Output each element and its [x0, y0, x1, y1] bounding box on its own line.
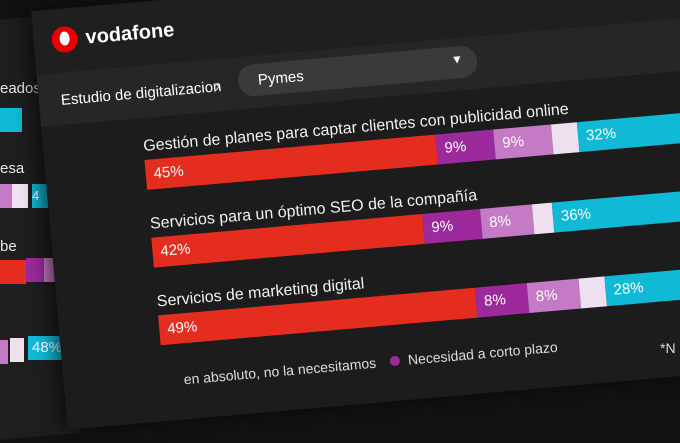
bg-bar	[0, 340, 8, 364]
bg-bar	[26, 258, 44, 282]
chart-legend: en absoluto, no la necesitamos Necesidad …	[183, 339, 558, 388]
dashboard-panel: vodafone Estudio de digitalizacion › Pym…	[31, 0, 680, 430]
chevron-down-icon: ▼	[450, 51, 464, 67]
bar-segment: 8%	[526, 278, 582, 314]
bg-bar	[10, 338, 24, 362]
footnote: *N	[660, 340, 676, 356]
bg-bar-value: 4	[32, 184, 48, 208]
bg-bar	[12, 184, 28, 208]
bg-bar	[0, 108, 22, 132]
bar-segment	[531, 202, 555, 235]
bg-bar	[0, 184, 12, 208]
bar-segment	[550, 122, 580, 155]
bar-segment: 8%	[480, 204, 535, 239]
bar-segment: 9%	[435, 129, 496, 165]
vodafone-logo-icon	[50, 25, 79, 54]
legend-item: Necesidad a corto plazo	[407, 338, 559, 368]
bar-segment: 32%	[576, 103, 680, 153]
bar-segment: 36%	[551, 182, 680, 233]
bar-segment: 28%	[604, 260, 680, 307]
bar-segment: 9%	[493, 124, 554, 160]
brand-name: vodafone	[84, 18, 176, 49]
legend-item: en absoluto, no la necesitamos	[183, 354, 377, 388]
bar-segment	[578, 276, 608, 309]
bg-label: be	[0, 238, 17, 255]
segment-select-value: Pymes	[257, 67, 305, 89]
bar-segment: 8%	[474, 283, 530, 318]
legend-dot-icon	[389, 355, 401, 367]
bar-segment: 9%	[422, 208, 483, 244]
bg-label: esa	[0, 160, 25, 177]
bg-label: eados	[0, 80, 41, 97]
bg-bar	[0, 260, 26, 284]
